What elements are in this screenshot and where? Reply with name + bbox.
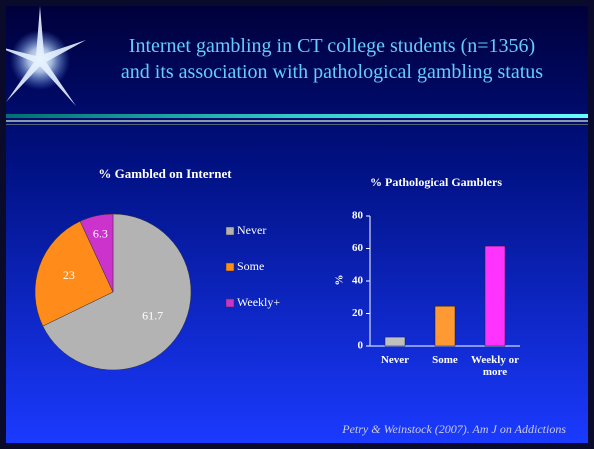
bar bbox=[485, 246, 505, 346]
legend-swatch bbox=[226, 263, 234, 271]
x-tick-label: Some bbox=[417, 354, 473, 366]
divider bbox=[6, 114, 588, 125]
data-label: 23 bbox=[63, 268, 75, 282]
slide: Internet gambling in CT college students… bbox=[0, 0, 594, 449]
legend-swatch bbox=[226, 299, 234, 307]
data-label: 61.7 bbox=[142, 309, 163, 323]
y-tick-label: 20 bbox=[352, 307, 364, 319]
slide-title: and its association with pathological ga… bbox=[121, 61, 543, 83]
slide-title: Internet gambling in CT college students… bbox=[129, 35, 535, 57]
star bbox=[6, 6, 86, 106]
x-tick-label: Weekly or more bbox=[467, 354, 523, 378]
x-tick-label: Never bbox=[367, 354, 423, 366]
y-tick-label: 80 bbox=[352, 210, 364, 222]
legend-label: Weekly+ bbox=[237, 295, 280, 309]
bar bbox=[435, 306, 455, 346]
legend-label: Some bbox=[237, 259, 264, 273]
y-tick-label: 40 bbox=[352, 275, 364, 287]
y-axis-label: % bbox=[334, 275, 346, 286]
chart-title: % Pathological Gamblers bbox=[370, 175, 502, 189]
y-tick-label: 60 bbox=[352, 242, 364, 254]
y-tick-label: 0 bbox=[358, 340, 364, 352]
chart-title: % Gambled on Internet bbox=[98, 166, 232, 181]
bar bbox=[385, 337, 405, 346]
legend-swatch bbox=[226, 227, 234, 235]
data-label: 6.3 bbox=[93, 227, 108, 241]
slide-body: Internet gambling in CT college students… bbox=[6, 6, 588, 443]
legend-label: Never bbox=[237, 223, 266, 237]
citation: Petry & Weinstock (2007). Am J on Addict… bbox=[341, 422, 566, 436]
